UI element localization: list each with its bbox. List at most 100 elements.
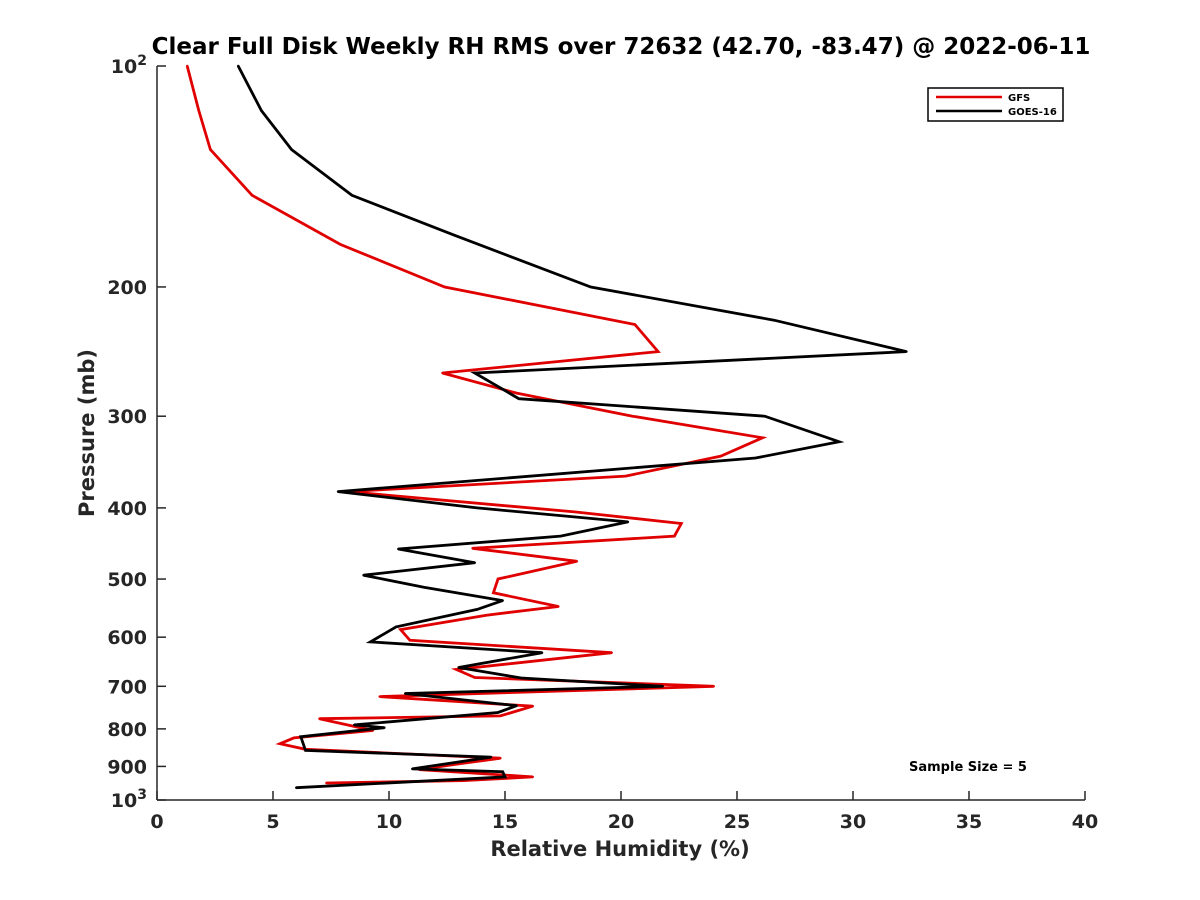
data-point-goes-16 xyxy=(476,608,479,611)
data-point-goes-16 xyxy=(394,625,398,629)
data-point-gfs xyxy=(515,391,518,395)
data-point-goes-16 xyxy=(763,415,766,418)
y-tick-label-base: 10 xyxy=(111,56,137,78)
data-point-gfs xyxy=(499,714,502,718)
data-point-gfs xyxy=(557,605,560,608)
data-point-goes-16 xyxy=(299,735,302,738)
data-point-goes-16 xyxy=(473,561,476,564)
series-line-goes-16 xyxy=(236,65,907,790)
data-point-gfs xyxy=(278,742,282,745)
data-point-gfs xyxy=(250,194,254,197)
data-point-goes-16 xyxy=(508,476,511,479)
data-point-gfs xyxy=(399,628,402,631)
y-tick-label-exponent: 2 xyxy=(137,53,147,69)
data-point-goes-16 xyxy=(362,574,365,577)
data-point-gfs xyxy=(712,685,715,688)
legend-label-goes-16: GOES-16 xyxy=(1008,107,1057,118)
data-point-gfs xyxy=(492,591,495,594)
data-point-goes-16 xyxy=(397,547,400,551)
data-point-gfs xyxy=(318,717,321,720)
data-point-gfs xyxy=(575,560,579,563)
y-tick-label: 900 xyxy=(107,756,147,778)
data-point-gfs xyxy=(186,64,189,68)
data-point-goes-16 xyxy=(517,397,521,400)
data-point-goes-16 xyxy=(404,692,407,695)
data-point-goes-16 xyxy=(411,767,414,771)
y-tick-label: 102 xyxy=(111,53,147,78)
data-point-gfs xyxy=(292,736,296,740)
data-point-gfs xyxy=(408,639,412,642)
data-point-goes-16 xyxy=(476,506,479,510)
data-point-goes-16 xyxy=(290,148,293,151)
y-tick-label: 400 xyxy=(107,498,147,520)
data-point-goes-16 xyxy=(661,685,664,688)
data-point-goes-16 xyxy=(772,319,776,322)
sample-size-annotation: Sample Size = 5 xyxy=(909,760,1027,775)
legend-label-gfs: GFS xyxy=(1008,93,1030,104)
chart-title: Clear Full Disk Weekly RH RMS over 72632… xyxy=(152,34,1091,60)
data-point-gfs xyxy=(339,243,342,246)
y-axis-label: Pressure (mb) xyxy=(75,349,99,517)
data-point-goes-16 xyxy=(295,786,298,789)
data-point-goes-16 xyxy=(496,711,500,714)
data-point-gfs xyxy=(209,148,212,151)
data-point-goes-16 xyxy=(501,599,504,602)
data-point-goes-16 xyxy=(489,755,493,759)
y-tick-label: 600 xyxy=(107,627,147,649)
y-tick-label-exponent: 3 xyxy=(137,787,147,803)
data-point-gfs xyxy=(499,757,502,760)
legend-box xyxy=(927,87,1064,122)
x-axis-label: Relative Humidity (%) xyxy=(490,837,749,861)
data-point-gfs xyxy=(761,436,764,439)
data-point-gfs xyxy=(378,695,381,698)
data-point-goes-16 xyxy=(237,64,240,68)
data-point-goes-16 xyxy=(304,749,307,752)
y-tick-label: 700 xyxy=(107,676,147,698)
data-point-goes-16 xyxy=(905,350,908,353)
data-point-goes-16 xyxy=(353,723,356,727)
data-point-goes-16 xyxy=(626,520,630,524)
y-tick-label-base: 10 xyxy=(111,790,137,812)
data-point-gfs xyxy=(624,474,627,478)
data-point-goes-16 xyxy=(559,534,562,538)
data-point-goes-16 xyxy=(520,676,523,680)
data-point-gfs xyxy=(471,547,474,550)
data-point-goes-16 xyxy=(336,490,340,493)
data-point-gfs xyxy=(531,705,534,708)
x-tick-label: 40 xyxy=(1072,811,1098,833)
data-point-goes-16 xyxy=(383,726,386,729)
y-tick-label: 500 xyxy=(107,569,147,591)
x-tick-label: 10 xyxy=(376,811,402,833)
y-tick-label: 800 xyxy=(107,719,147,741)
data-point-gfs xyxy=(673,534,676,538)
plot-area: 0 5 10 15 20 25 30 35 40102200300400500600700800… xyxy=(107,53,1098,833)
data-point-gfs xyxy=(496,577,500,581)
data-point-goes-16 xyxy=(540,651,544,654)
x-tick-label: 25 xyxy=(724,811,750,833)
data-point-gfs xyxy=(573,510,576,514)
x-tick-label: 35 xyxy=(956,811,982,833)
data-point-gfs xyxy=(719,454,722,458)
data-point-gfs xyxy=(455,668,458,671)
data-point-gfs xyxy=(531,775,534,779)
data-point-gfs xyxy=(197,109,200,112)
data-point-gfs xyxy=(680,522,683,525)
x-tick-label: 30 xyxy=(840,811,866,833)
data-point-goes-16 xyxy=(503,775,507,779)
data-point-goes-16 xyxy=(422,586,425,589)
y-tick-label: 200 xyxy=(107,277,147,299)
data-point-goes-16 xyxy=(754,456,757,460)
data-point-gfs xyxy=(325,781,328,785)
data-point-goes-16 xyxy=(369,640,372,644)
data-point-gfs xyxy=(473,676,476,679)
data-point-gfs xyxy=(631,415,634,418)
data-point-gfs xyxy=(441,371,444,375)
data-point-goes-16 xyxy=(837,440,841,443)
data-point-goes-16 xyxy=(260,109,263,112)
data-point-goes-16 xyxy=(589,285,592,289)
x-tick-label: 15 xyxy=(492,811,518,833)
data-point-gfs xyxy=(610,651,613,654)
x-tick-label: 5 xyxy=(266,811,279,833)
y-tick-label: 103 xyxy=(111,787,147,812)
